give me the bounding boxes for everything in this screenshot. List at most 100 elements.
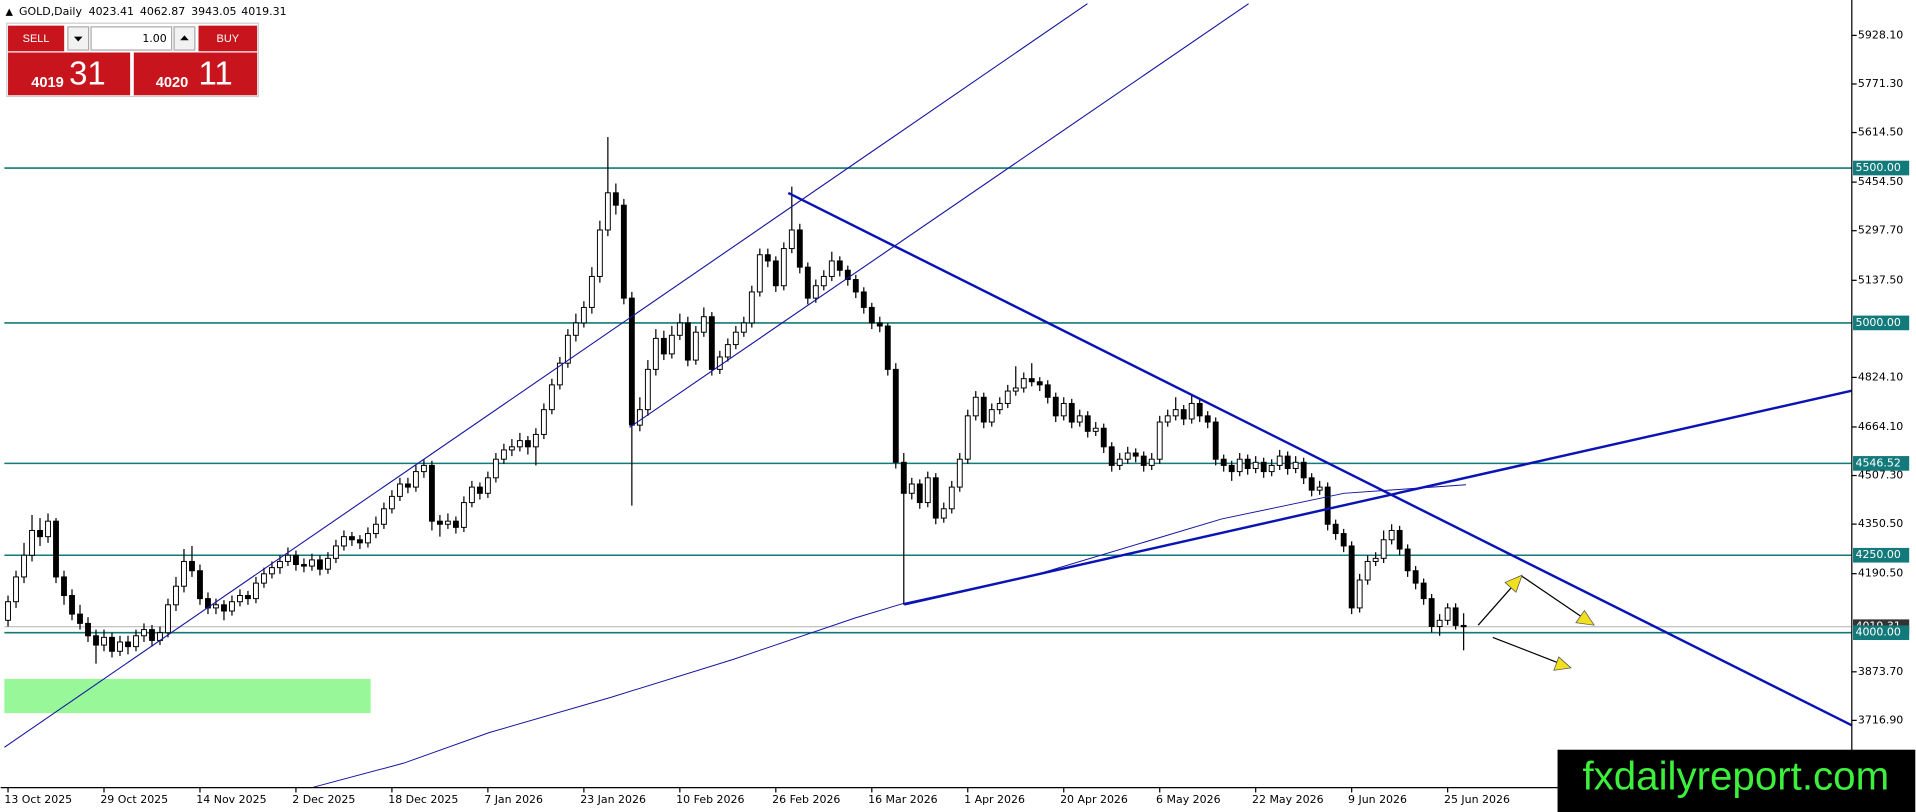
candle-body: [261, 573, 267, 584]
candle-body: [1220, 458, 1227, 466]
candle-body: [1084, 415, 1091, 432]
candle-body: [572, 322, 579, 336]
candle-body: [1316, 486, 1323, 491]
level-label: 4250.00: [1855, 548, 1900, 561]
candle-body: [428, 464, 435, 522]
candle-body: [1076, 415, 1083, 423]
candle-body: [101, 636, 107, 646]
candle-body: [564, 334, 571, 364]
level-label: 4000.00: [1855, 626, 1900, 639]
trade-panel: SELL 1.00 BUY 4019 31 4020 11: [6, 22, 259, 98]
candle-body: [189, 560, 195, 572]
candle-body: [892, 368, 899, 463]
level-label-box: [1853, 547, 1910, 563]
arrow-shaft: [1492, 636, 1559, 664]
candle-body: [309, 559, 315, 567]
candle-body: [125, 641, 131, 648]
candle-body: [1252, 461, 1259, 469]
lot-value[interactable]: 1.00: [142, 32, 166, 45]
close-value: 4019.31: [241, 5, 286, 18]
sell-price-big[interactable]: 4019: [31, 75, 64, 91]
arrow-shaft: [1477, 583, 1516, 626]
candle-body: [1180, 409, 1187, 420]
lot-field[interactable]: [90, 26, 173, 51]
x-tick-label: 10 Feb 2026: [676, 793, 744, 806]
buy-button[interactable]: [198, 25, 258, 52]
candle-body: [1052, 396, 1059, 417]
sell-price-box[interactable]: [8, 52, 131, 96]
x-tick-label: 2 Dec 2025: [292, 793, 355, 806]
candle-body: [804, 266, 811, 299]
candle-body: [492, 458, 499, 479]
candle-body: [788, 229, 795, 250]
candle-body: [660, 337, 667, 355]
candle-body: [1436, 619, 1443, 627]
candle-body: [956, 458, 963, 488]
candle-body: [149, 629, 155, 641]
candle-body: [1244, 458, 1251, 469]
candle-body: [844, 269, 851, 281]
y-tick-label: 5614.50: [1858, 126, 1903, 139]
support-zone: [4, 678, 371, 714]
candle-body: [708, 316, 715, 370]
candle-body: [1404, 548, 1411, 572]
candle-body: [948, 486, 955, 510]
candle-body: [692, 331, 699, 361]
buy-label[interactable]: BUY: [217, 33, 240, 45]
candle-body: [1140, 455, 1147, 466]
candle-body: [916, 483, 923, 504]
candle-body: [772, 260, 779, 287]
sell-price-pips[interactable]: 31: [69, 54, 106, 91]
x-tick-label: 16 Mar 2026: [868, 793, 938, 806]
candle-body: [1412, 570, 1419, 584]
sell-button[interactable]: [8, 25, 65, 52]
candle-body: [109, 636, 115, 652]
candle-body: [1004, 390, 1011, 404]
candle-body: [1308, 477, 1315, 491]
sell-label[interactable]: SELL: [23, 33, 50, 45]
candle-body: [1020, 378, 1027, 389]
candle-body: [908, 483, 915, 494]
candle-body: [317, 559, 323, 570]
x-tick-label: 1 Apr 2026: [964, 793, 1025, 806]
candle-body: [1268, 464, 1275, 473]
candle-body: [1388, 529, 1395, 541]
candle-body: [133, 635, 139, 648]
channel-line: [4, 3, 1088, 748]
candle-body: [1012, 387, 1019, 392]
watermark-text: fxdailyreport.com: [1582, 754, 1889, 799]
buy-price-big[interactable]: 4020: [156, 75, 189, 91]
candle-body: [652, 337, 659, 370]
candle-body: [460, 502, 467, 528]
x-tick-label: 26 Feb 2026: [772, 793, 840, 806]
candle-body: [1340, 533, 1347, 547]
candle-body: [1092, 427, 1099, 432]
level-label: 5000.00: [1855, 316, 1900, 329]
candle-body: [684, 322, 691, 361]
candle-body: [1380, 539, 1387, 559]
x-tick-label: 9 Jun 2026: [1348, 793, 1407, 806]
x-tick-label: 6 May 2026: [1156, 793, 1221, 806]
x-tick-label: 14 Nov 2025: [196, 793, 266, 806]
candle-body: [1356, 579, 1363, 609]
buy-price-pips[interactable]: 11: [199, 54, 233, 91]
candle-body: [940, 508, 947, 519]
candle-body: [1324, 486, 1331, 525]
channel-line: [629, 3, 1249, 428]
candle-body: [165, 604, 171, 634]
candle-body: [269, 567, 275, 575]
candle-body: [293, 554, 299, 566]
buy-price-box[interactable]: [133, 52, 258, 96]
up-icon: [180, 35, 189, 41]
candle-body: [612, 192, 619, 206]
candle-body: [1292, 461, 1299, 469]
candle-body: [1236, 458, 1243, 473]
candle-body: [1068, 402, 1075, 423]
candle-body: [197, 570, 203, 600]
candle-body: [1188, 402, 1195, 420]
candle-body: [277, 560, 283, 569]
candle-body: [1060, 402, 1067, 417]
candle-body: [21, 554, 27, 578]
candle-body: [852, 279, 859, 293]
candle-body: [1100, 427, 1107, 448]
